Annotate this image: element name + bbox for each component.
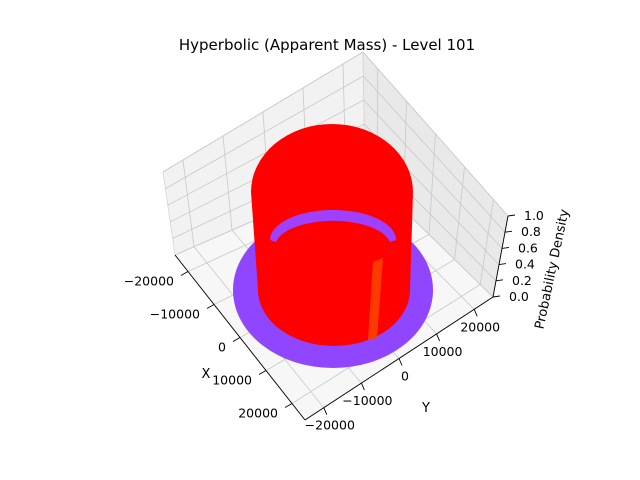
y-tick-mark — [398, 358, 403, 366]
z-tick-label: 1.0 — [524, 208, 544, 223]
z-tick-label: 0.6 — [518, 240, 538, 255]
z-tick-label: 0.2 — [512, 273, 532, 288]
x-tick-mark — [206, 304, 215, 309]
z-grid-line — [170, 123, 500, 265]
cylinder-opening — [270, 210, 396, 242]
z-tick-label: 0.0 — [509, 289, 529, 304]
z-grid-line — [167, 99, 503, 249]
x-tick-label: 0 — [218, 340, 226, 355]
x-tick-label: −10000 — [150, 307, 200, 322]
z-tick-mark — [492, 295, 501, 298]
x-tick-mark — [258, 370, 267, 375]
z-tick-mark — [507, 214, 516, 217]
y-tick-label: 10000 — [423, 344, 463, 359]
chart-title: Hyperbolic (Apparent Mass) - Level 101 — [179, 36, 475, 54]
z-tick-label: 0.8 — [521, 224, 541, 239]
z-tick-mark — [498, 263, 507, 266]
x-tick-label: 10000 — [212, 373, 252, 388]
y-tick-label: 20000 — [460, 319, 500, 334]
x-tick-label: 20000 — [238, 406, 278, 421]
z-grid-line — [165, 75, 506, 233]
z-tick-mark — [495, 279, 504, 282]
z-tick-mark — [501, 246, 510, 249]
z-grid-line — [162, 51, 509, 217]
z-tick-label: 0.4 — [515, 257, 535, 272]
x-tick-mark — [232, 337, 241, 342]
y-tick-label: 0 — [401, 369, 409, 384]
x-tick-mark — [284, 403, 293, 408]
y-tick-mark — [323, 407, 328, 415]
y-tick-mark — [473, 309, 478, 317]
y-tick-label: −20000 — [305, 418, 355, 433]
z-axis-line — [492, 215, 509, 298]
x-axis-label: X — [202, 367, 211, 382]
y-tick-label: −10000 — [342, 393, 392, 408]
y-axis-label: Y — [421, 401, 430, 416]
cylinder-seam — [368, 258, 383, 340]
y-tick-mark — [436, 333, 441, 342]
y-tick-mark — [360, 382, 365, 391]
x-tick-mark — [180, 271, 189, 276]
tick-group: −20000 −10000 0 10000 20000 −20000 −10000 0 1000… — [124, 208, 544, 433]
z-tick-mark — [504, 230, 513, 233]
surface-group — [233, 124, 433, 368]
x-tick-label: −20000 — [124, 274, 174, 289]
